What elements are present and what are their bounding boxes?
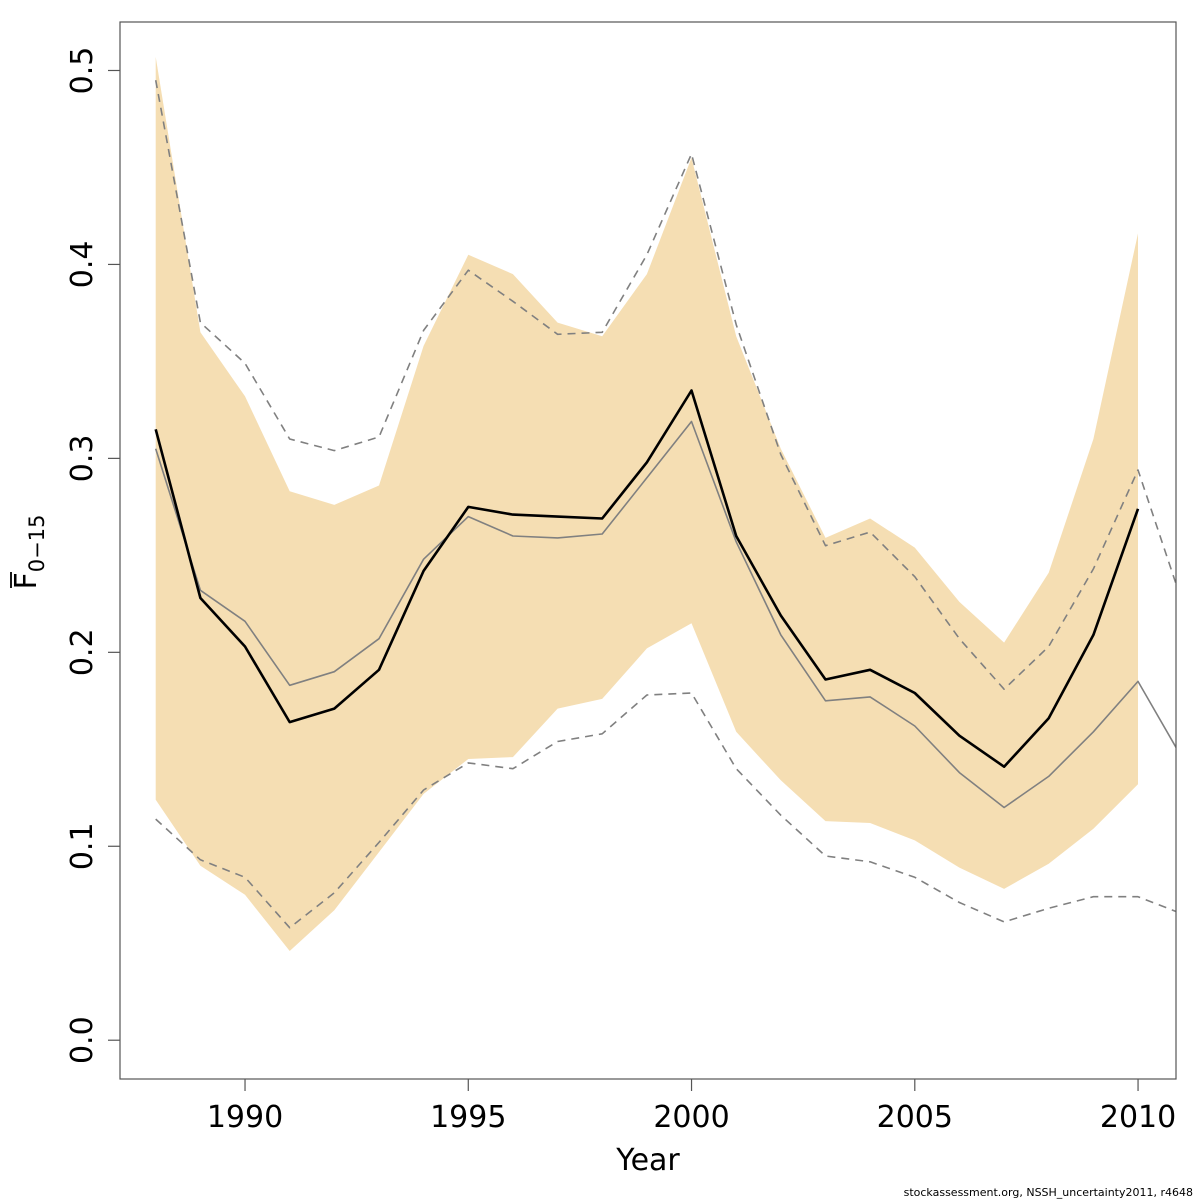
x-tick-label-2000: 2000: [653, 1100, 729, 1135]
y-tick-label-0.0: 0.0: [65, 1016, 100, 1064]
svg-text:F0−15: F0−15: [9, 515, 49, 590]
x-axis: 1990 1995 2000 2005 2010: [207, 1079, 1176, 1135]
confidence-band: [155, 56, 1138, 951]
x-tick-label-2010: 2010: [1100, 1100, 1176, 1135]
x-axis-label: Year: [615, 1143, 680, 1178]
plot-frame: [119, 21, 1177, 1080]
series-line-main: [154, 389, 1140, 769]
y-axis: 0.0 0.1 0.2 0.3 0.4 0.5: [65, 47, 120, 1064]
y-axis-label: F0−15: [9, 515, 49, 590]
y-tick-label-0.1: 0.1: [65, 822, 100, 870]
series-line-secondary: [154, 420, 1176, 809]
series-line-lower-dashed: [155, 692, 1176, 929]
y-tick-label-0.5: 0.5: [65, 47, 100, 95]
x-tick-label-2005: 2005: [877, 1100, 953, 1135]
y-tick-label-0.3: 0.3: [65, 435, 100, 483]
y-axis-label-main: F: [9, 572, 44, 589]
x-tick-label-1990: 1990: [207, 1100, 283, 1135]
footnote: stockassessment.org, NSSH_uncertainty201…: [904, 1186, 1193, 1199]
y-tick-label-0.4: 0.4: [65, 241, 100, 289]
y-tick-label-0.2: 0.2: [65, 628, 100, 676]
series-line-upper-dashed: [154, 80, 1176, 691]
plot-area: [154, 56, 1176, 951]
y-axis-label-subscript: 0−15: [25, 515, 49, 573]
x-tick-label-1995: 1995: [430, 1100, 506, 1135]
